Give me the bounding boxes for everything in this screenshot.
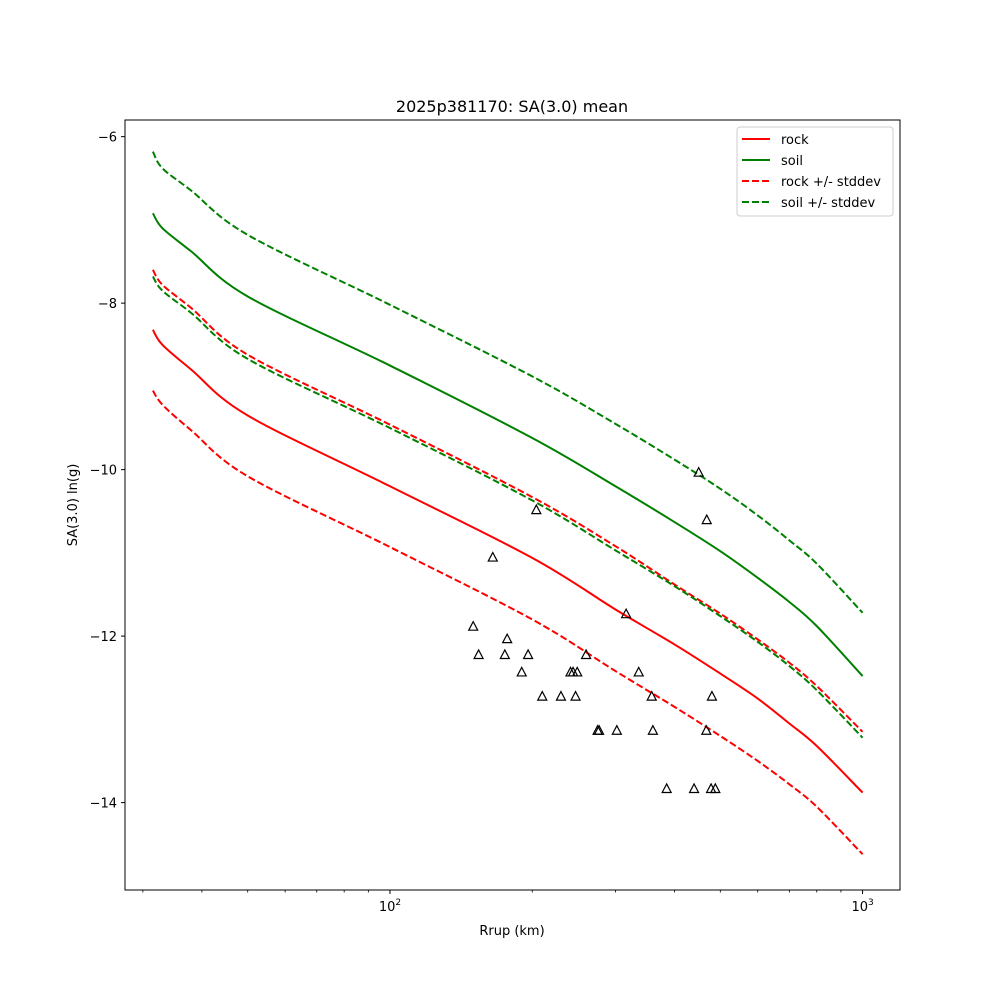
legend-box (736, 126, 894, 217)
observation-marker (706, 690, 718, 701)
observation-marker (467, 620, 479, 631)
curve-soil (151, 212, 864, 677)
legend-label: soil (781, 154, 803, 169)
x-axis-label: Rrup (km) (479, 924, 544, 939)
observation-marker (522, 648, 534, 660)
observation-marker (647, 724, 659, 735)
plot-frame (124, 119, 901, 891)
observation-marker (701, 513, 713, 525)
axes-layer: 102 103 −6 −8 −10 −12 −14 (90, 119, 901, 915)
observation-marker (473, 648, 485, 660)
observation-marker (611, 724, 623, 735)
legend-label: rock +/- stddev (781, 175, 881, 190)
y-axis-label: SA(3.0) ln(g) (66, 464, 81, 547)
y-tick-label: −12 (90, 630, 117, 645)
y-tick-label: −10 (90, 464, 117, 479)
observation-marker (700, 724, 712, 735)
observation-marker (646, 690, 658, 701)
chart-title: 2025p381170: SA(3.0) mean (396, 97, 628, 116)
observation-marker (580, 648, 592, 660)
observation-marker (571, 666, 583, 677)
legend-label: rock (781, 133, 809, 148)
curve-soil-plus-std (151, 151, 864, 614)
curve-rock-minus-std (152, 389, 864, 855)
x-tick-label: 103 (851, 898, 873, 915)
curve-soil-minus-std (152, 275, 864, 739)
observations-layer (467, 466, 721, 794)
y-tick-label: −14 (90, 797, 117, 812)
observation-marker (487, 551, 499, 562)
legend-label: soil +/- stddev (781, 196, 876, 211)
observation-marker (709, 782, 721, 794)
observation-marker (688, 782, 700, 794)
y-tick-label: −6 (98, 131, 117, 146)
observation-marker (693, 466, 705, 477)
observation-marker (661, 782, 673, 794)
curves-layer (151, 151, 864, 855)
curve-rock-plus-std (151, 269, 864, 733)
observation-marker (501, 632, 513, 644)
observation-marker (593, 724, 605, 735)
observation-marker (530, 503, 542, 515)
observation-marker (633, 666, 645, 677)
observation-marker (620, 607, 632, 619)
observation-marker (516, 666, 528, 677)
x-tick-label: 102 (379, 898, 401, 915)
y-tick-label: −8 (98, 297, 117, 312)
observation-marker (499, 648, 511, 660)
legend: rock soil rock +/- stddev soil +/- stddev (736, 126, 894, 217)
observation-marker (555, 690, 567, 701)
observation-marker (536, 690, 548, 701)
observation-marker (570, 690, 582, 701)
curve-rock (151, 329, 864, 794)
